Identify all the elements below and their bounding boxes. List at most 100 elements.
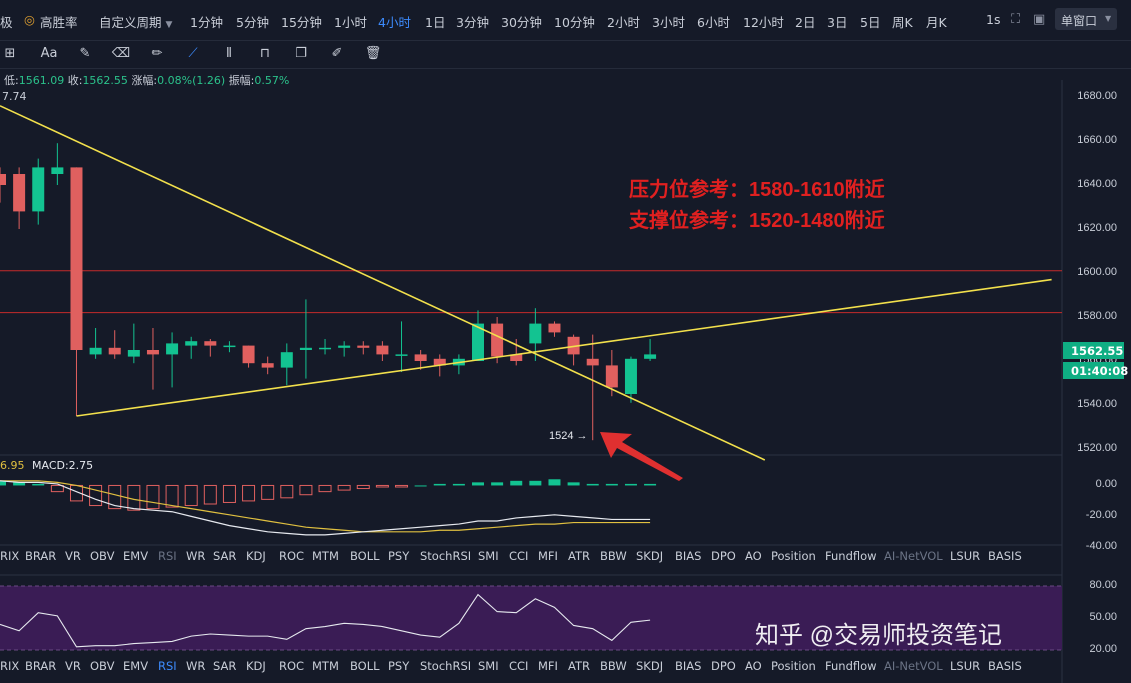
- indicator-tab[interactable]: MFI: [538, 549, 558, 563]
- timeframe-9[interactable]: 10分钟: [554, 15, 595, 30]
- timeframe-10[interactable]: 2小时: [607, 15, 640, 30]
- indicator-tab[interactable]: KDJ: [246, 659, 266, 673]
- indicator-tab[interactable]: RSI: [158, 659, 177, 673]
- screenshot-icon[interactable]: ▣: [1033, 12, 1046, 27]
- indicator-tab[interactable]: Position: [771, 659, 816, 673]
- timeframe-16[interactable]: 5日: [860, 15, 881, 30]
- indicator-tab[interactable]: AI-NetVOL: [884, 549, 943, 563]
- amp-label: 振幅:: [228, 74, 255, 87]
- brush-icon[interactable]: ✎: [79, 46, 91, 61]
- indicator-tab[interactable]: DPO: [711, 549, 736, 563]
- indicator-tab[interactable]: Position: [771, 549, 816, 563]
- crosshair-icon[interactable]: ⊞: [4, 46, 16, 61]
- indicator-tab[interactable]: OBV: [90, 549, 115, 563]
- indicator-tab[interactable]: EMV: [123, 549, 149, 563]
- indicator-tab[interactable]: BASIS: [988, 659, 1022, 673]
- indicator-tab[interactable]: DPO: [711, 659, 736, 673]
- timeframe-2[interactable]: 5分钟: [236, 15, 269, 30]
- indicator-tab[interactable]: SAR: [213, 549, 237, 563]
- pencil-icon[interactable]: ✏: [151, 46, 163, 61]
- timeframe-bar: 极 ◎ 高胜率 自定义周期 ▼ 1分钟 5分钟 15分钟 1小时 4小时 1日 3分钟 30分…: [0, 0, 1131, 41]
- timeframe-4[interactable]: 1小时: [334, 15, 367, 30]
- indicator-tab[interactable]: AO: [745, 549, 762, 563]
- indicator-tab[interactable]: Fundflow: [825, 659, 877, 673]
- indicator-tab[interactable]: CCI: [509, 549, 529, 563]
- indicator-tab[interactable]: WR: [186, 549, 206, 563]
- indicator-tab[interactable]: PSY: [388, 659, 410, 673]
- macd-bar: [280, 484, 294, 499]
- indicator-tab[interactable]: StochRSI: [420, 659, 472, 673]
- custom-period-dropdown[interactable]: 自定义周期 ▼: [99, 12, 172, 31]
- lock-icon[interactable]: ⊓: [259, 46, 271, 61]
- indicator-tab[interactable]: VR: [65, 549, 81, 563]
- indicator-tab[interactable]: BOLL: [350, 659, 380, 673]
- indicator-tab[interactable]: Fundflow: [825, 549, 877, 563]
- timeframe-5[interactable]: 4小时: [378, 15, 411, 30]
- indicator-tab[interactable]: RIX: [0, 549, 20, 563]
- indicator-tab[interactable]: WR: [186, 659, 206, 673]
- indicator-tab[interactable]: ATR: [568, 659, 590, 673]
- indicator-tab[interactable]: BRAR: [25, 549, 57, 563]
- indicator-tab[interactable]: BOLL: [350, 549, 380, 563]
- candle: [357, 345, 370, 348]
- edit-icon[interactable]: ✐: [331, 46, 343, 61]
- timeframe-8[interactable]: 30分钟: [501, 15, 542, 30]
- indicator-tab[interactable]: SMI: [478, 659, 499, 673]
- indicator-tab[interactable]: BASIS: [988, 549, 1022, 563]
- refresh-interval[interactable]: 1s: [986, 12, 1001, 27]
- indicator-tab[interactable]: BIAS: [675, 659, 702, 673]
- indicator-tab[interactable]: EMV: [123, 659, 149, 673]
- indicator-tab[interactable]: RSI: [158, 549, 177, 563]
- indicator-tab[interactable]: KDJ: [246, 549, 266, 563]
- delete-icon[interactable]: 🗑: [364, 46, 382, 61]
- timeframe-17[interactable]: 周K: [892, 15, 913, 30]
- indicator-tab[interactable]: SMI: [478, 549, 499, 563]
- indicator-tab[interactable]: AO: [745, 659, 762, 673]
- timeframe-7[interactable]: 3分钟: [456, 15, 489, 30]
- copy-icon[interactable]: ❐: [295, 46, 307, 61]
- timeframe-3[interactable]: 15分钟: [281, 15, 322, 30]
- indicator-tab[interactable]: BIAS: [675, 549, 702, 563]
- timeframe-15[interactable]: 3日: [827, 15, 848, 30]
- indicator-tab[interactable]: SKDJ: [636, 659, 664, 673]
- indicator-tab[interactable]: BRAR: [25, 659, 57, 673]
- indicator-tab[interactable]: VR: [65, 659, 81, 673]
- timeframe-12[interactable]: 6小时: [697, 15, 730, 30]
- indicator-tab[interactable]: LSUR: [950, 549, 981, 563]
- indicator-tab[interactable]: CCI: [509, 659, 529, 673]
- indicator-tab[interactable]: SAR: [213, 659, 237, 673]
- indicator-tab[interactable]: BBW: [600, 659, 627, 673]
- trendline-icon[interactable]: ⟋: [188, 46, 198, 61]
- indicator-tab[interactable]: LSUR: [950, 659, 981, 673]
- candles-icon[interactable]: ⫴: [226, 46, 232, 61]
- timeframe-18[interactable]: 月K: [926, 15, 947, 30]
- timeframe-1[interactable]: 1分钟: [190, 15, 223, 30]
- gaoshenglv-icon[interactable]: ◎: [24, 12, 35, 27]
- indicator-tab[interactable]: OBV: [90, 659, 115, 673]
- indicator-tab[interactable]: MTM: [312, 549, 339, 563]
- gaoshenglv-button[interactable]: 高胜率: [40, 15, 78, 30]
- indicator-tab[interactable]: StochRSI: [420, 549, 472, 563]
- ohlc-info: 低:1561.09 收:1562.55 涨幅:0.08%(1.26) 振幅:0.…: [4, 72, 289, 88]
- indicator-tab[interactable]: MFI: [538, 659, 558, 673]
- fullscreen-icon[interactable]: ⛶: [1011, 12, 1021, 27]
- indicator-tab[interactable]: ROC: [279, 549, 305, 563]
- indicator-tab[interactable]: SKDJ: [636, 549, 664, 563]
- indicator-tab[interactable]: MTM: [312, 659, 339, 673]
- indicator-tab[interactable]: AI-NetVOL: [884, 659, 943, 673]
- timeframe-13[interactable]: 12小时: [743, 15, 784, 30]
- candle: [376, 345, 389, 355]
- timeframe-11[interactable]: 3小时: [652, 15, 685, 30]
- eraser-icon[interactable]: ⌫: [111, 46, 131, 61]
- indicator-tab[interactable]: ATR: [568, 549, 590, 563]
- timeframe-14[interactable]: 2日: [795, 15, 816, 30]
- indicator-tab[interactable]: PSY: [388, 549, 410, 563]
- indicator-tab[interactable]: ROC: [279, 659, 305, 673]
- window-mode-select[interactable]: 单窗口 ▼: [1055, 8, 1117, 30]
- indicator-tab[interactable]: BBW: [600, 549, 627, 563]
- candle: [108, 347, 121, 355]
- text-tool-icon[interactable]: Aa: [37, 45, 61, 63]
- timeframe-6[interactable]: 1日: [425, 15, 446, 30]
- indicator-tab[interactable]: RIX: [0, 659, 20, 673]
